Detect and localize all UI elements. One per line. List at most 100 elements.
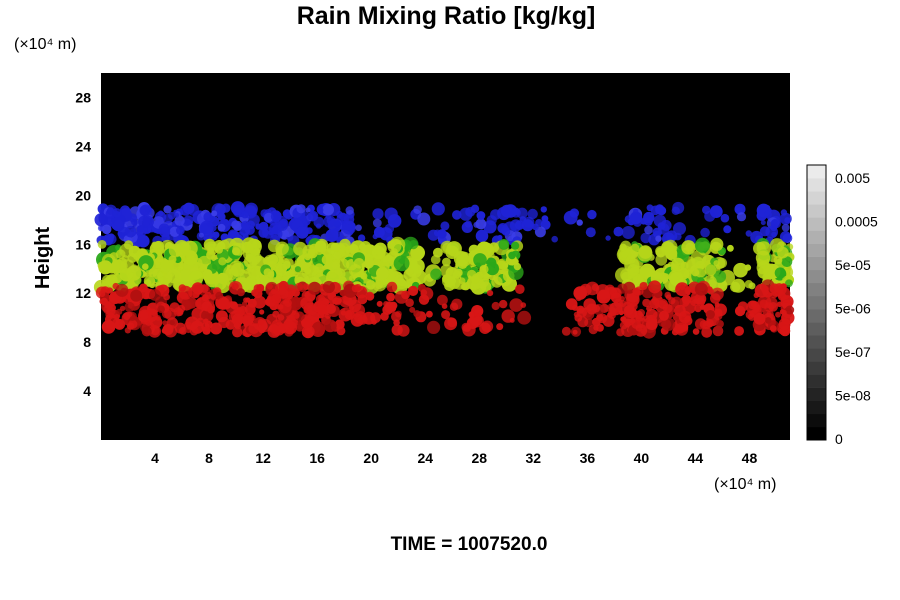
heatmap-cell [613,226,624,237]
heatmap-cell [701,326,713,338]
heatmap-cell [714,308,723,317]
heatmap-cell [769,238,785,253]
colorbar-step [807,269,826,284]
heatmap-cell [660,219,672,231]
heatmap-cell [431,202,445,216]
heatmap-cell [339,238,351,251]
time-annotation: TIME = 1007520.0 [391,534,548,555]
colorbar-tick-label: 0.0005 [835,214,878,230]
heatmap-cell [713,260,720,267]
heatmap-cell [249,268,261,280]
heatmap-cell [637,274,644,282]
heatmap-cell [438,230,446,238]
heatmap-cell [174,322,186,334]
heatmap-cell [473,253,487,267]
heatmap-cell [391,324,403,336]
y-tick-label: 20 [75,187,91,203]
heatmap-cell [773,255,783,265]
colorbar-step [807,178,826,192]
colorbar-step [807,282,826,297]
heatmap-cell [727,244,734,252]
heatmap-cell [585,227,596,238]
heatmap-cell [101,320,116,334]
heatmap-cell [405,267,414,276]
heatmap-cell [644,225,653,235]
heatmap-cell [373,226,385,238]
heatmap-cell [263,268,272,277]
heatmap-cell [468,311,475,318]
heatmap-cell [483,220,497,234]
heatmap-cell [470,204,480,213]
heatmap-cell [409,306,416,313]
heatmap-cell [577,316,589,328]
heatmap-cell [694,304,702,313]
heatmap-cell [141,326,152,337]
heatmap-cell [593,325,599,331]
heatmap-cell [240,220,251,230]
heatmap-cell [442,257,451,267]
heatmap-cell [176,226,185,235]
heatmap-cell [734,326,744,336]
heatmap-cell [780,209,788,216]
heatmap-cell [325,229,339,242]
heatmap-cell [639,282,648,290]
heatmap-cell [266,283,273,290]
heatmap-cell [360,272,368,280]
heatmap-cell [473,307,483,317]
heatmap-cell [275,241,289,256]
heatmap-cell [713,270,727,283]
heatmap-cell [304,326,315,337]
heatmap-cell [780,231,792,243]
heatmap-cell [621,301,635,316]
heatmap-cell [314,263,324,273]
heatmap-cell [602,314,615,327]
heatmap-cell [623,281,636,294]
heatmap-cell [278,300,292,314]
heatmap-cell [232,242,246,256]
y-axis-label: Height [32,227,54,290]
heatmap-cell [640,232,652,244]
heatmap-cell [610,292,622,303]
heatmap-cell [376,267,389,280]
heatmap-cell [572,304,579,311]
heatmap-cell [157,210,164,217]
heatmap-cell [460,283,468,291]
heatmap-cell [174,212,179,218]
heatmap-cell [270,227,283,240]
colorbar-step [807,400,826,415]
heatmap-cell [335,298,342,305]
heatmap-cell [409,258,425,274]
heatmap-cell [756,241,771,256]
heatmap-cell [159,226,171,238]
heatmap-cell [192,291,200,299]
heatmap-cell [734,305,746,317]
y-tick-label: 28 [75,89,91,105]
heatmap-cell [202,326,211,335]
heatmap-cell [293,312,300,319]
heatmap-cell [690,286,697,293]
heatmap-cell [253,295,266,309]
heatmap-cell [215,291,224,300]
heatmap-cell [243,254,258,269]
heatmap-cell [162,320,168,326]
heatmap-cell [157,256,164,263]
heatmap-cell [408,285,419,296]
heatmap-cell [157,305,165,314]
heatmap-cell [760,220,766,226]
heatmap-cell [684,286,692,294]
colorbar-step [807,361,826,375]
heatmap-cell [426,310,433,318]
heatmap-cell [642,298,651,308]
heatmap-cell [764,317,772,324]
colorbar-step [807,230,826,244]
heatmap-cell [150,326,160,336]
heatmap-cell [635,324,643,332]
heatmap-cell [491,276,503,288]
heatmap-cell [779,212,792,225]
x-tick-label: 12 [255,450,271,466]
heatmap-cell [207,305,215,314]
heatmap-cell [401,290,410,300]
heatmap-cell [131,219,138,226]
heatmap-cell [375,281,383,290]
heatmap-cell [461,221,473,233]
